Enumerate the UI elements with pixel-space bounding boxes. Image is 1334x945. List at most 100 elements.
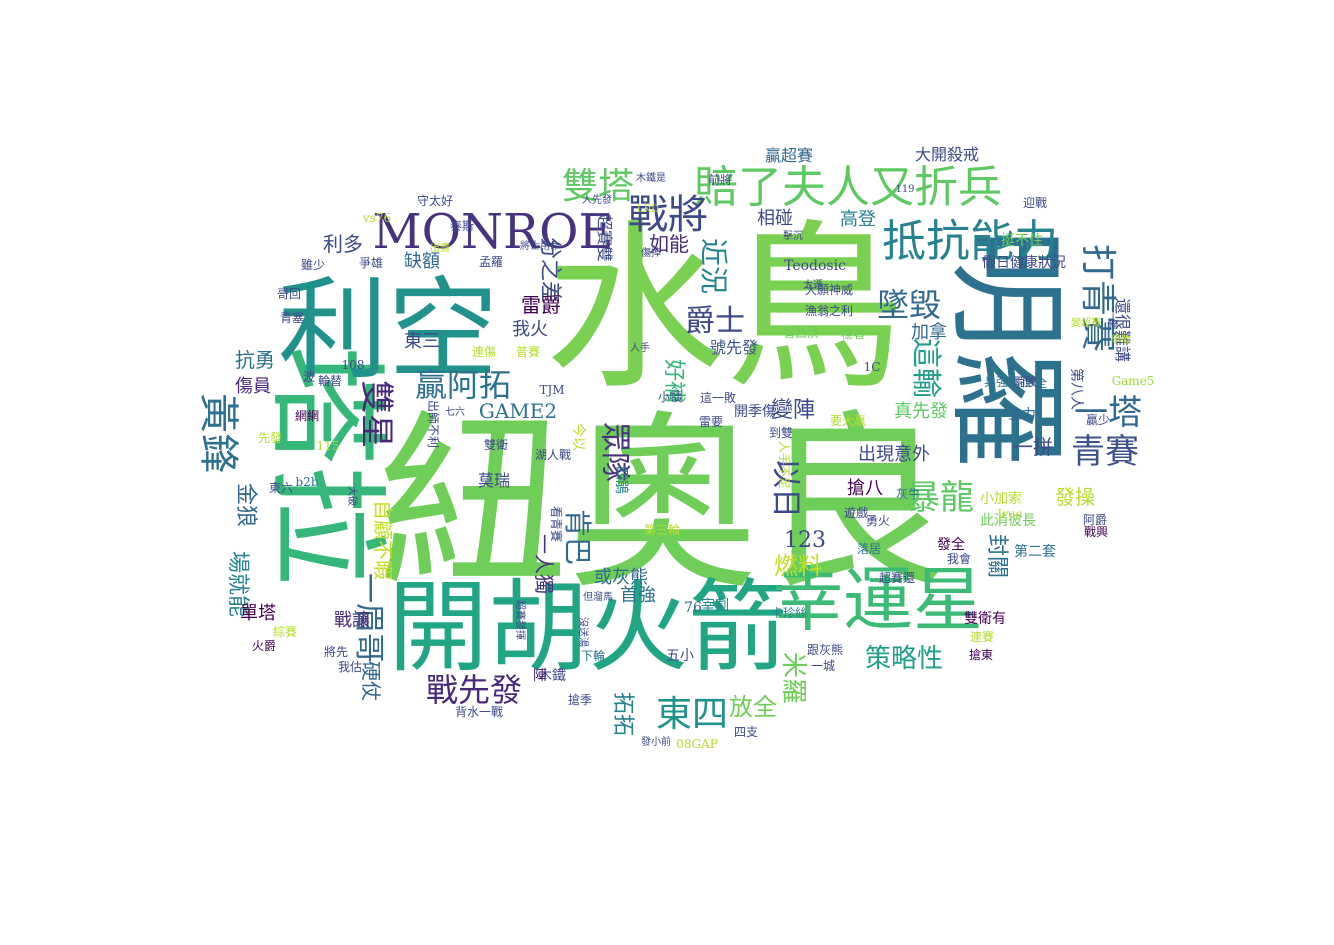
cloud-word: 雙星	[356, 380, 396, 448]
cloud-word: 勇火	[865, 514, 891, 528]
cloud-word: 看青賽	[549, 505, 563, 543]
cloud-word: 紐奧良	[377, 394, 949, 615]
cloud-word: 東六	[268, 481, 294, 495]
cloud-word: 燃料	[774, 552, 822, 580]
cloud-word: 大願神威	[804, 283, 854, 297]
cloud-word: 雷爵	[521, 293, 561, 317]
cloud-word: 傷掉	[641, 248, 661, 259]
cloud-word: 一人獨	[532, 534, 556, 594]
cloud-word: 太遜	[803, 280, 823, 291]
cloud-word: 這一敗	[699, 391, 737, 405]
cloud-word: 哥回	[276, 287, 302, 301]
cloud-word: 雨敗	[1012, 375, 1038, 389]
cloud-word: 戰讓	[334, 610, 370, 631]
cloud-word: 策略性	[864, 644, 944, 674]
cloud-word: 沒送湯	[577, 617, 588, 647]
cloud-word: 阿爵	[1082, 513, 1108, 527]
cloud-word: 七六	[445, 407, 465, 418]
cloud-word: 自顧不暇	[371, 500, 395, 580]
cloud-word: 將士用命	[520, 241, 560, 252]
cloud-word: 到雙	[768, 426, 794, 440]
cloud-word: 出師不利	[426, 399, 440, 449]
cloud-word: 一拼	[1013, 435, 1053, 459]
cloud-word: 孟羅	[478, 255, 504, 269]
cloud-word: 守太好	[416, 194, 454, 208]
cloud-word: 雙塔	[561, 166, 635, 207]
cloud-word: 東三	[404, 331, 440, 352]
cloud-word: 看西決	[782, 326, 820, 340]
cloud-word: 背水一戰	[454, 705, 504, 719]
cloud-word: 雙衛有	[964, 611, 1006, 627]
cloud-word: 墜毀	[876, 286, 942, 324]
cloud-word: 贏超賽	[764, 146, 814, 165]
cloud-word: 火爵	[251, 639, 277, 653]
cloud-word: 莫瑞	[477, 471, 511, 490]
cloud-word: 抗勇	[235, 348, 275, 372]
cloud-word: 落居	[856, 542, 882, 556]
cloud-word: 戰將	[628, 192, 708, 238]
cloud-word: 08GAP	[676, 737, 718, 751]
cloud-word: 但溜馬	[583, 592, 613, 603]
cloud-word: 相碰	[757, 208, 793, 229]
cloud-word: 超賽還	[878, 571, 916, 585]
cloud-word: 黃鋒	[195, 393, 241, 473]
cloud-word: 跟灰熊	[806, 643, 844, 657]
cloud-word: 暴龍	[906, 478, 974, 518]
cloud-word: 湖人戰	[534, 448, 572, 462]
cloud-word: 首強	[620, 585, 656, 606]
cloud-word: 網網	[294, 409, 320, 423]
cloud-word: 小加索	[980, 491, 1022, 507]
cloud-word: 木鐵是	[636, 173, 666, 184]
cloud-word: 近況	[697, 237, 730, 295]
cloud-word: 水鳥	[544, 205, 906, 414]
cloud-word: 普賽	[515, 345, 541, 359]
cloud-word: Jrue	[997, 507, 1023, 521]
cloud-word: 115	[316, 439, 340, 453]
cloud-word: 我會	[946, 552, 972, 566]
cloud-word: 傷員	[235, 376, 271, 397]
cloud-word: 宰割	[701, 598, 729, 614]
cloud-word: 超賽發揮	[514, 600, 525, 640]
cloud-word: 缺額	[404, 251, 440, 272]
cloud-word: 一網	[1106, 309, 1117, 329]
cloud-word: 假日健康狀況	[982, 255, 1066, 271]
cloud-word: 戰先發	[425, 671, 523, 709]
cloud-word: 連傷	[471, 345, 497, 359]
cloud-word: 全	[1034, 376, 1048, 390]
cloud-word: MONROE	[372, 204, 614, 260]
cloud-word: 搶季	[567, 693, 593, 707]
cloud-word: 如能	[649, 232, 689, 256]
cloud-word: 利空	[278, 266, 498, 394]
cloud-word: 搶東	[968, 648, 994, 662]
cloud-word: 贏阿拓	[414, 366, 512, 404]
cloud-word: 雖少	[300, 258, 326, 272]
cloud-word: 一城	[810, 659, 836, 673]
cloud-word: 贏少	[1085, 413, 1111, 427]
cloud-word: 一塔	[1074, 393, 1142, 433]
cloud-word: Teodosic	[784, 258, 846, 274]
cloud-word: 青賽	[1071, 432, 1139, 472]
cloud-word: 四支	[733, 725, 759, 739]
cloud-word: 放全	[729, 693, 777, 721]
cloud-word: vs76	[362, 211, 392, 225]
cloud-word: 迎戰	[1022, 196, 1048, 210]
cloud-word: 發操	[1055, 485, 1095, 509]
cloud-word: 超賽雙	[595, 213, 614, 263]
cloud-word: 青塞	[279, 311, 305, 325]
cloud-word: 擊沉	[783, 231, 803, 242]
cloud-word: 開胡火箭	[388, 569, 788, 686]
cloud-word: 第三輪	[643, 523, 681, 537]
cloud-word: 此消彼長	[980, 513, 1036, 529]
cloud-word: 雙衛	[483, 438, 509, 452]
cloud-word: 爵士	[685, 304, 745, 339]
cloud-word: 123	[784, 528, 826, 553]
cloud-word: 發全	[937, 537, 965, 553]
cloud-word: 連賽	[969, 630, 995, 644]
cloud-word: 下輪	[580, 649, 606, 663]
cloud-word: 搶八	[847, 478, 883, 499]
cloud-word: 號先發	[709, 338, 759, 357]
cloud-word: 出盡	[430, 243, 450, 254]
cloud-word: 拓拓	[610, 691, 635, 737]
cloud-word: 119	[895, 184, 915, 195]
